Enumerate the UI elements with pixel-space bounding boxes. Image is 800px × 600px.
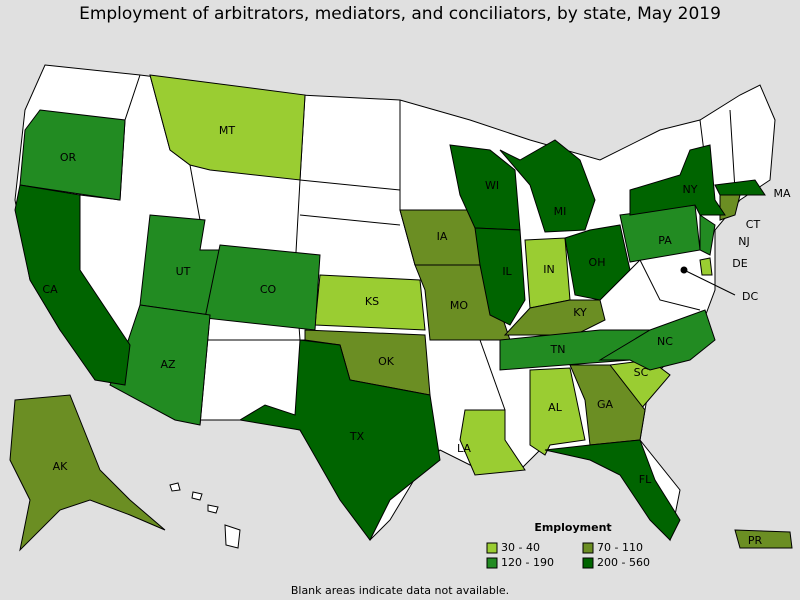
states: MT KS IN AL LA SC DE AK IA MO OK KY GA CT PR OR UT CO AZ PA…: [9, 74, 793, 552]
footnote: Blank areas indicate data not available.: [291, 584, 509, 597]
state-label: IN: [543, 263, 554, 276]
state-label: SC: [634, 366, 649, 379]
legend-swatch: [486, 542, 498, 554]
state-label: NC: [657, 335, 673, 348]
state-label: OR: [60, 151, 77, 164]
state-label: IL: [502, 265, 512, 278]
state-label: CA: [42, 283, 58, 296]
dc-leader: [683, 269, 736, 296]
legend-label: 70 - 110: [597, 541, 643, 554]
state-label: TN: [550, 343, 566, 356]
state-shape: [564, 224, 631, 301]
state-label: PA: [658, 234, 672, 247]
state-shape: [204, 244, 321, 331]
state-label: AZ: [160, 358, 176, 371]
legend-label: 30 - 40: [501, 541, 540, 554]
state-shape: [734, 529, 793, 549]
state-shape: [529, 367, 586, 456]
state-label: MA: [773, 187, 790, 200]
state-label: AK: [53, 460, 69, 473]
legend-title: Employment: [534, 521, 611, 534]
state-shape: [474, 227, 526, 326]
state-label: NJ: [738, 235, 749, 248]
state-shape: [149, 74, 306, 181]
state-label: AL: [548, 401, 563, 414]
state-label: MI: [554, 205, 567, 218]
legend-label: 200 - 560: [597, 556, 650, 569]
map-title: Employment of arbitrators, mediators, an…: [79, 4, 721, 24]
state-shape: [544, 439, 681, 541]
state-shape: [598, 309, 716, 371]
legend-swatch: [582, 557, 594, 569]
hawaii: [169, 482, 241, 549]
state-label: LA: [457, 442, 471, 455]
state-shape: [499, 139, 596, 233]
legend-swatch: [486, 557, 498, 569]
state-label: DE: [732, 257, 747, 270]
state-label: MO: [450, 299, 468, 312]
state-label: OH: [589, 256, 606, 269]
state-shape: [714, 179, 766, 196]
state-label: KS: [365, 295, 379, 308]
state-label: OK: [378, 355, 395, 368]
state-shape: [14, 184, 131, 386]
state-label: TX: [349, 430, 365, 443]
state-shape: [9, 394, 166, 552]
state-label: WI: [485, 179, 499, 192]
state-shape: [459, 409, 526, 476]
state-label: CT: [746, 218, 761, 231]
state-shape: [699, 257, 713, 276]
dc-label: DC: [742, 290, 758, 303]
state-shape: [19, 109, 126, 201]
state-shape: [238, 339, 441, 541]
legend: 30 - 40 70 - 110 120 - 190 200 - 560: [486, 541, 650, 569]
state-label: KY: [573, 306, 587, 319]
legend-label: 120 - 190: [501, 556, 554, 569]
state-label: FL: [639, 473, 652, 486]
state-label: NY: [683, 183, 698, 196]
state-label: MT: [219, 124, 235, 137]
state-label: PR: [748, 534, 763, 547]
state-label: CO: [260, 283, 277, 296]
legend-swatch: [582, 542, 594, 554]
state-label: UT: [176, 265, 191, 278]
state-label: IA: [437, 230, 448, 243]
state-label: GA: [597, 398, 614, 411]
state-shape: [699, 214, 716, 256]
state-shape: [629, 144, 726, 216]
